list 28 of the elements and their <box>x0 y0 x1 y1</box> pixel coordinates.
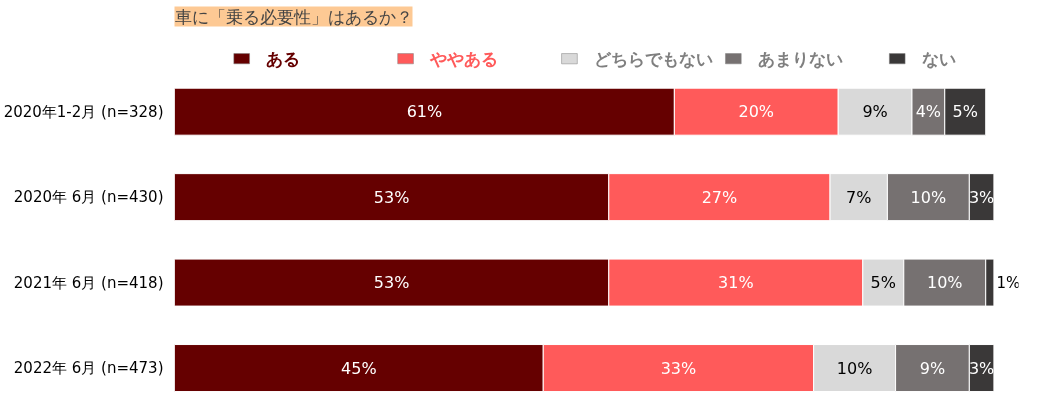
legend-label: あまりない <box>757 48 843 69</box>
data-label: 7% <box>846 187 872 207</box>
y-tick-label: 2021年 6月 (n=418) <box>13 273 164 292</box>
legend-label: ややある <box>429 48 499 69</box>
y-tick-label: 2022年 6月 (n=473) <box>13 359 164 378</box>
data-label: 31% <box>718 273 754 293</box>
data-label: 27% <box>701 187 738 207</box>
data-label: 9% <box>919 358 946 378</box>
data-label: 53% <box>373 187 410 207</box>
data-label: 33% <box>660 358 697 378</box>
legend-label: ある <box>266 48 301 69</box>
y-tick-label: 2020年1-2月 (n=328) <box>3 102 164 121</box>
data-label: 20% <box>738 102 775 122</box>
legend-label: ない <box>921 48 956 69</box>
data-label: 5% <box>952 102 978 122</box>
data-label: 10% <box>926 273 963 293</box>
data-label: 53% <box>373 273 410 293</box>
chart-title: 車に「乗る必要性」はあるか？ <box>174 6 413 27</box>
data-label: 1% <box>996 273 1021 292</box>
y-tick-label: 2020年 6月 (n=430) <box>13 188 164 207</box>
data-label: 4% <box>915 102 942 122</box>
data-label: 10% <box>836 358 873 378</box>
data-label: 45% <box>341 358 377 378</box>
data-label: 5% <box>870 273 896 293</box>
data-label: 9% <box>862 102 888 122</box>
legend-label: どちらでもない <box>594 48 714 69</box>
data-label: 10% <box>910 187 947 207</box>
data-label: 61% <box>406 102 443 122</box>
